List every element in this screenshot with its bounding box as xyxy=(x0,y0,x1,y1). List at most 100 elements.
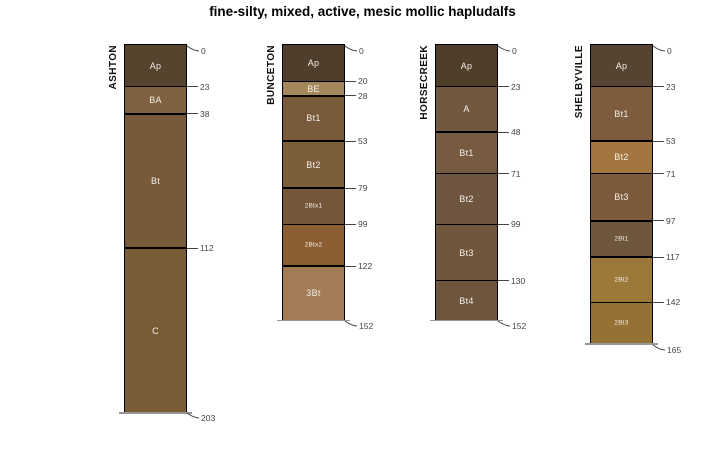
depth-label: 71 xyxy=(511,168,521,179)
horizon-label: Ap xyxy=(307,57,320,68)
horizon-boundary-line xyxy=(283,187,344,189)
depth-label: 23 xyxy=(511,81,521,92)
horizon-rect: 2Btx2 xyxy=(283,224,344,267)
depth-label: 152 xyxy=(359,321,374,332)
profile-name-label: ASHTON xyxy=(108,45,119,90)
horizon-boundary-line xyxy=(125,85,186,88)
depth-label: 53 xyxy=(358,136,368,147)
depth-tick-line xyxy=(653,256,664,258)
depth-tick-line xyxy=(187,86,198,88)
horizon-label: 2Btx1 xyxy=(304,202,323,210)
depth-label: 0 xyxy=(667,45,672,56)
horizon-rect: 2Bt2 xyxy=(591,257,652,303)
depth-tick-curve xyxy=(186,413,200,419)
profile-bottom-truncation-line xyxy=(277,319,350,322)
profile-name-label: SHELBYVILLE xyxy=(574,45,585,119)
horizon-rect: C xyxy=(125,248,186,413)
horizon-label: Bt1 xyxy=(459,147,474,158)
horizon-rect: BE xyxy=(283,81,344,96)
horizon-rect: Bt1 xyxy=(436,132,497,174)
horizon-rect: Bt1 xyxy=(591,86,652,142)
depth-tick-line xyxy=(498,280,509,282)
horizon-label: Bt2 xyxy=(459,193,474,204)
horizon-boundary-line xyxy=(283,223,344,226)
horizon-rect: Bt xyxy=(125,113,186,249)
horizon-rect: Bt2 xyxy=(283,141,344,189)
horizon-label: Ap xyxy=(460,60,473,71)
horizon-label: Bt1 xyxy=(306,113,321,124)
horizon-label: 2Bt2 xyxy=(614,276,629,284)
horizon-label: Bt4 xyxy=(459,295,474,306)
depth-label: 122 xyxy=(358,261,373,272)
depth-label: 203 xyxy=(201,413,216,424)
depth-label: 99 xyxy=(358,219,368,230)
horizon-label: 2Btx2 xyxy=(304,241,323,249)
depth-tick-line xyxy=(345,95,356,97)
horizon-label: 2Bt1 xyxy=(614,235,629,243)
horizon-rect: Ap xyxy=(283,45,344,82)
depth-tick-line xyxy=(653,220,664,222)
depth-label: 142 xyxy=(666,297,681,308)
depth-tick-line xyxy=(653,301,664,303)
depth-tick-line xyxy=(653,86,664,88)
horizon-boundary-line xyxy=(283,95,344,97)
horizon-rect: Ap xyxy=(591,45,652,87)
horizon-rect: 2Btx1 xyxy=(283,188,344,225)
depth-label: 23 xyxy=(200,81,210,92)
depth-tick-curve xyxy=(497,45,511,51)
horizon-boundary-line xyxy=(283,80,344,82)
horizon-rect: BA xyxy=(125,86,186,114)
horizon-boundary-line xyxy=(125,247,186,249)
depth-tick-line xyxy=(345,187,356,189)
horizon-boundary-line xyxy=(591,256,652,258)
horizon-boundary-line xyxy=(591,172,652,175)
depth-tick-curve xyxy=(344,45,358,51)
horizon-boundary-line xyxy=(436,279,497,282)
horizon-label: Bt3 xyxy=(614,192,629,203)
depth-label: 112 xyxy=(200,243,214,254)
profile-column: Ap Bt1 Bt2 Bt3 2Bt1 2Bt2 2Bt3 0 23 53 71 97 117 142 16… xyxy=(585,44,681,355)
horizon-rect: Bt4 xyxy=(436,280,497,321)
horizon-boundary-line xyxy=(591,85,652,88)
depth-tick-line xyxy=(345,140,356,142)
depth-label: 23 xyxy=(666,81,676,92)
depth-label: 99 xyxy=(511,219,521,230)
horizon-boundary-line xyxy=(591,140,652,142)
depth-tick-line xyxy=(187,113,198,115)
profile-column: Ap A Bt1 Bt2 Bt3 Bt4 0 23 48 71 99 130 152 xyxy=(430,44,526,331)
horizon-rect: Ap xyxy=(125,45,186,87)
depth-tick-line xyxy=(345,80,356,82)
horizon-label: BA xyxy=(149,95,162,106)
depth-label: 79 xyxy=(358,183,368,194)
horizon-rect: 2Bt3 xyxy=(591,302,652,345)
depth-tick-curve xyxy=(652,344,666,351)
horizon-label: 3Bt xyxy=(306,288,321,299)
depth-label: 152 xyxy=(512,321,527,332)
depth-tick-line xyxy=(345,265,356,267)
depth-tick-line xyxy=(187,247,198,249)
depth-label: 97 xyxy=(666,215,676,226)
profile-bottom-truncation-line xyxy=(430,319,503,322)
horizon-boundary-line xyxy=(125,113,186,115)
profile-bottom-truncation-line xyxy=(585,343,658,345)
depth-tick-line xyxy=(498,223,509,225)
depth-tick-line xyxy=(653,140,664,142)
horizon-rect: Bt2 xyxy=(436,173,497,225)
horizon-label: Bt2 xyxy=(614,152,629,163)
depth-label: 165 xyxy=(667,344,682,355)
profile-bottom-truncation-line xyxy=(119,411,192,414)
horizon-label: 2Bt3 xyxy=(614,319,629,327)
horizon-label: Bt1 xyxy=(614,108,629,119)
horizon-label: Ap xyxy=(615,60,628,71)
horizon-label: BE xyxy=(307,83,320,94)
horizon-label: C xyxy=(152,325,159,336)
depth-label: 48 xyxy=(511,127,521,137)
depth-tick-curve xyxy=(497,320,511,327)
depth-label: 0 xyxy=(512,45,517,56)
horizon-boundary-line xyxy=(436,131,497,133)
depth-tick-line xyxy=(498,131,509,133)
horizon-boundary-line xyxy=(283,265,344,267)
depth-tick-curve xyxy=(344,320,358,327)
depth-tick-curve xyxy=(652,45,666,51)
